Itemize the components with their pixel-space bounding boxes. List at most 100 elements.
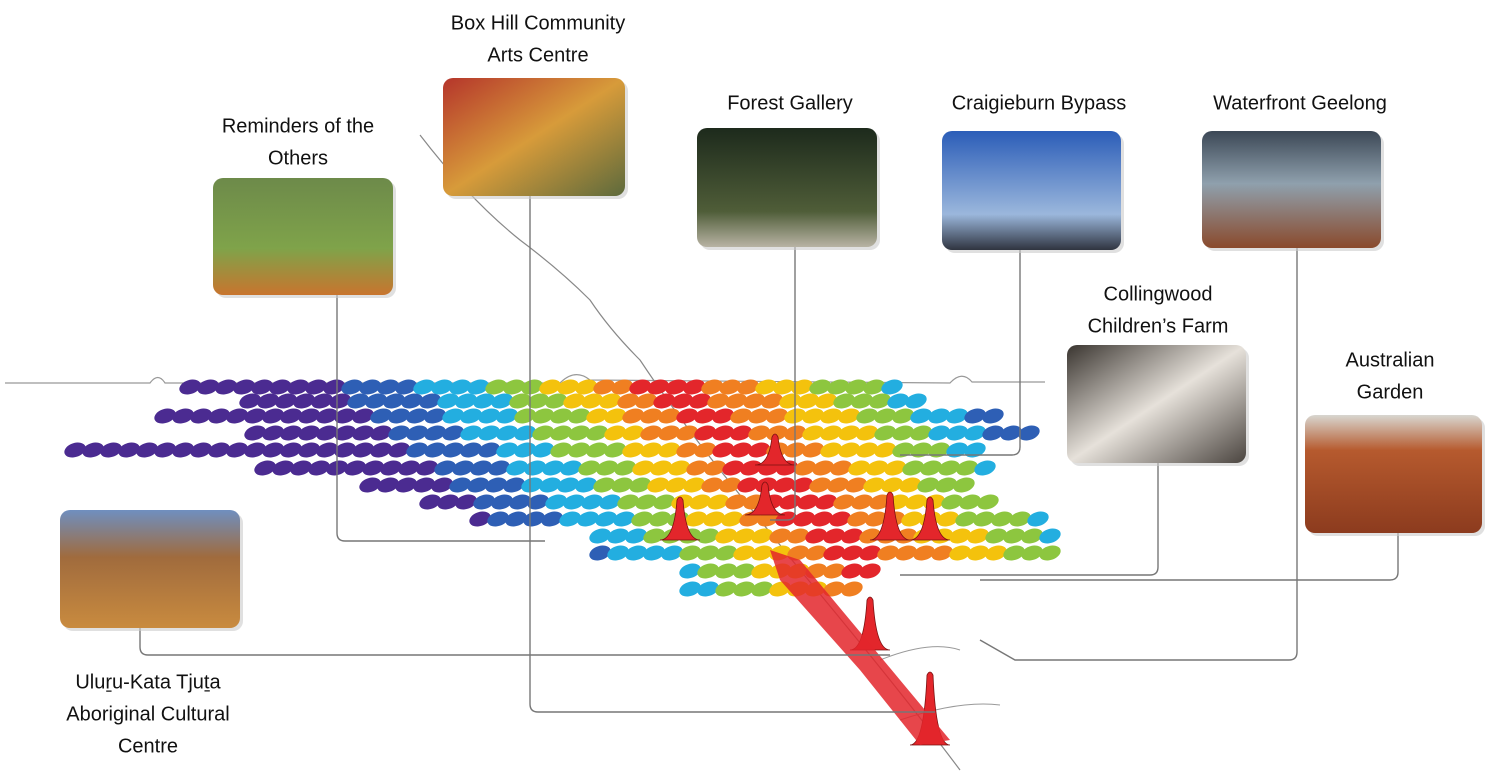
terrain-cell	[503, 477, 525, 493]
terrain-cell	[703, 511, 725, 527]
terrain-cell	[977, 494, 999, 510]
terrain-cell	[541, 511, 563, 527]
terrain-cell	[847, 511, 869, 527]
terrain-cell	[359, 477, 381, 493]
terrain-cell	[892, 425, 914, 441]
terrain-cell	[953, 477, 975, 493]
terrain-cell	[233, 379, 255, 395]
terrain-cell	[406, 408, 428, 424]
terrain-cell	[262, 442, 284, 458]
landscape-band	[5, 134, 1061, 771]
terrain-cell	[881, 379, 903, 395]
terrain-cell	[650, 460, 672, 476]
terrain-cell	[647, 477, 669, 493]
terrain-cell	[721, 511, 743, 527]
terrain-cell	[467, 379, 489, 395]
terrain-cell	[473, 494, 495, 510]
connector	[529, 196, 935, 713]
terrain-cell	[665, 477, 687, 493]
terrain-cell	[740, 460, 762, 476]
terrain-cell	[629, 379, 651, 395]
terrain-cell	[197, 379, 219, 395]
terrain-cell	[838, 425, 860, 441]
terrain-cell	[559, 511, 581, 527]
terrain-cell	[793, 511, 815, 527]
terrain-cell	[532, 408, 554, 424]
terrain-cell	[841, 581, 863, 597]
terrain-cell	[589, 545, 611, 561]
terrain-cell	[809, 477, 831, 493]
terrain-cell	[748, 442, 770, 458]
terrain-cell	[676, 442, 698, 458]
terrain-cell	[290, 460, 312, 476]
connector	[979, 248, 1298, 661]
terrain-cell	[881, 477, 903, 493]
terrain-cell	[811, 511, 833, 527]
terrain-cell	[833, 393, 855, 409]
terrain-cell	[805, 528, 827, 544]
terrain-cell	[653, 494, 675, 510]
terrain-cell	[413, 477, 435, 493]
terrain-cell	[820, 425, 842, 441]
terrain-cell	[604, 425, 626, 441]
terrain-cell	[377, 477, 399, 493]
terrain-cell	[869, 393, 891, 409]
terrain-cell	[280, 408, 302, 424]
terrain-cell	[172, 442, 194, 458]
terrain-cell	[676, 408, 698, 424]
terrain-cell	[877, 545, 899, 561]
site-photo	[213, 178, 393, 295]
terrain-cell	[607, 545, 629, 561]
terrain-cell	[460, 408, 482, 424]
terrain-cell	[136, 442, 158, 458]
terrain-cell	[643, 528, 665, 544]
terrain-cell	[532, 442, 554, 458]
terrain-cell	[902, 460, 924, 476]
terrain-cell	[946, 425, 968, 441]
terrain-cell	[856, 408, 878, 424]
connector	[336, 295, 545, 542]
terrain-cell	[823, 545, 845, 561]
terrain-cell	[611, 477, 633, 493]
terrain-cell	[640, 425, 662, 441]
terrain-cell	[647, 379, 669, 395]
terrain-cell	[809, 379, 831, 395]
terrain-cell	[469, 511, 491, 527]
terrain-cell	[557, 379, 579, 395]
terrain-cell	[841, 563, 863, 579]
terrain-cell	[856, 442, 878, 458]
terrain-cell	[269, 379, 291, 395]
terrain-cell	[751, 528, 773, 544]
terrain-cell	[370, 442, 392, 458]
terrain-cell	[802, 425, 824, 441]
terrain-cell	[595, 511, 617, 527]
terrain-cell	[629, 477, 651, 493]
terrain-cell	[679, 563, 701, 579]
terrain-cell	[487, 511, 509, 527]
terrain-cell	[769, 528, 791, 544]
terrain-cell	[226, 442, 248, 458]
terrain-cell	[586, 442, 608, 458]
terrain-cell	[671, 393, 693, 409]
terrain-cell	[665, 379, 687, 395]
terrain-cell	[280, 442, 302, 458]
terrain-cell	[599, 494, 621, 510]
terrain-cell	[550, 442, 572, 458]
terrain-cell	[599, 393, 621, 409]
terrain-cell	[649, 511, 671, 527]
terrain-cell	[370, 408, 392, 424]
terrain-cell	[452, 460, 474, 476]
terrain-cell	[787, 545, 809, 561]
terrain-cell	[455, 393, 477, 409]
terrain-cell	[701, 379, 723, 395]
terrain-cell	[460, 425, 482, 441]
terrain-cell	[365, 393, 387, 409]
site-cards: Reminders of the Others Box Hill Community…	[60, 12, 1485, 757]
terrain-cell	[380, 460, 402, 476]
terrain-cell	[557, 477, 579, 493]
terrain-cell	[244, 408, 266, 424]
terrain-cell	[766, 425, 788, 441]
terrain-cell	[730, 442, 752, 458]
terrain-cell	[406, 425, 428, 441]
terrain-cell	[575, 477, 597, 493]
